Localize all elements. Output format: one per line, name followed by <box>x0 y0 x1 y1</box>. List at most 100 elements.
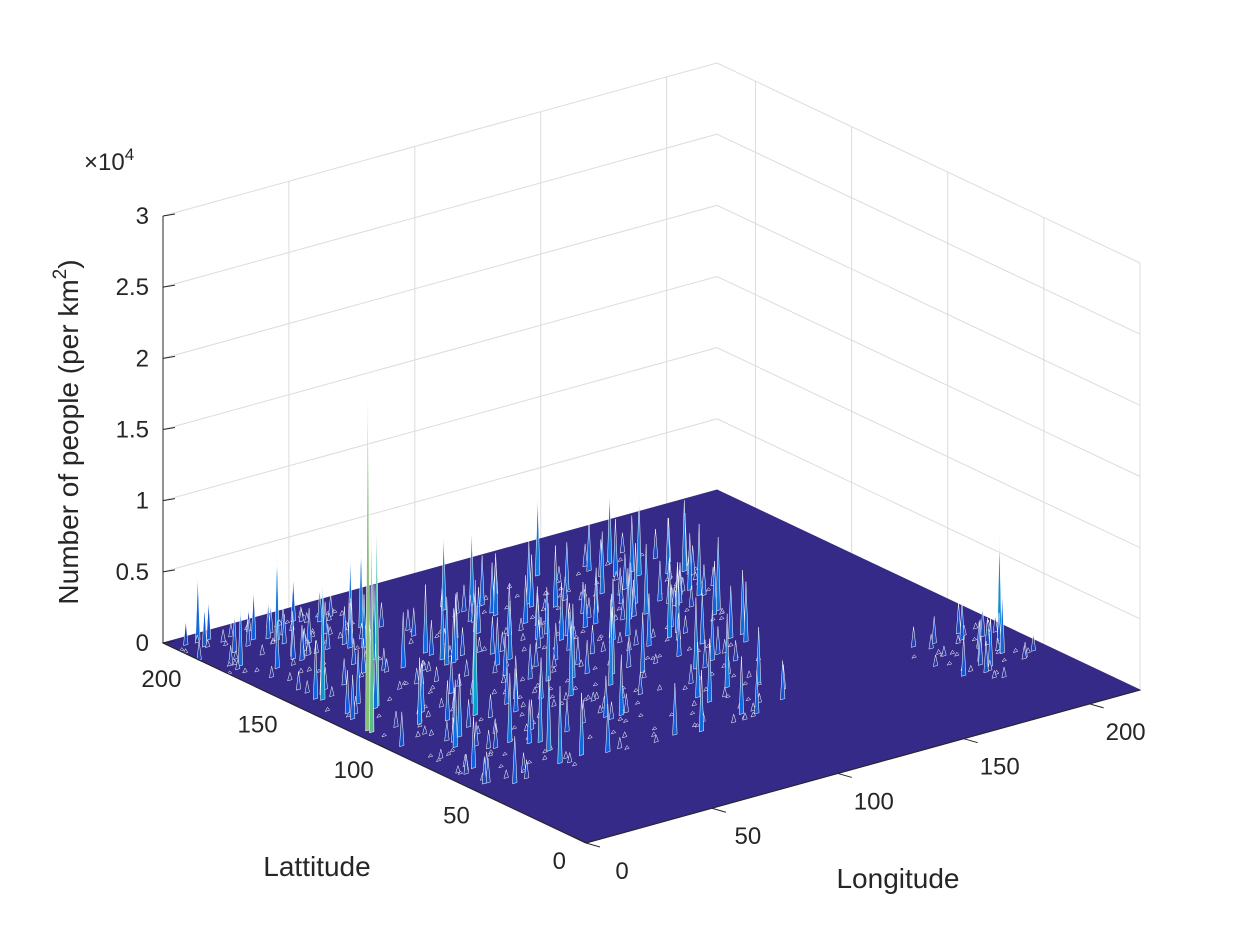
surface-spike <box>449 747 456 753</box>
surface-spike <box>643 544 649 615</box>
surface-spike <box>455 764 461 774</box>
surface-spike <box>711 561 718 616</box>
z-tick-mark-1 <box>162 569 176 573</box>
x-tick-label-1: 50 <box>735 823 762 850</box>
x-tick-label-3: 150 <box>980 754 1020 781</box>
y-tick-label-3: 150 <box>238 712 278 739</box>
surface-spike <box>931 616 937 645</box>
surface-spike <box>326 612 332 622</box>
surface-spike <box>551 698 557 707</box>
surface-spike <box>498 763 504 769</box>
surface-spike <box>427 689 434 695</box>
surface-spike <box>634 700 641 705</box>
surface-spike <box>690 545 696 576</box>
surface-spike <box>562 575 568 602</box>
surface-spike <box>434 633 440 639</box>
surface-spike <box>320 578 326 701</box>
surface-spike <box>529 614 536 620</box>
y-tick-label-0: 0 <box>553 848 566 875</box>
surface-spike <box>555 605 562 611</box>
surface-spike <box>535 495 541 577</box>
surface-spike <box>910 626 917 648</box>
surface-spike <box>381 647 387 671</box>
surface-spike <box>622 553 628 591</box>
surface-spike <box>961 635 967 677</box>
surface-spike <box>325 623 331 651</box>
surface-spike <box>617 737 623 750</box>
surface-spike <box>381 732 387 738</box>
y-tick-mark-1 <box>475 790 491 798</box>
surface-spike <box>651 726 658 731</box>
surface-spike <box>393 711 399 728</box>
surface-spike <box>428 620 434 656</box>
z-tick-label-5: 2.5 <box>116 274 149 301</box>
surface-spike <box>542 748 548 754</box>
x-tick-label-0: 0 <box>615 858 628 885</box>
surface-spike <box>535 619 542 649</box>
surface-spike <box>551 665 557 673</box>
surface-spike <box>742 681 749 686</box>
surface-spike <box>306 666 312 672</box>
z-grid-line-6 <box>162 62 1141 264</box>
surface-spike <box>493 722 499 749</box>
surface-spike <box>492 660 498 674</box>
surface-spike <box>722 687 728 698</box>
surface-spike <box>259 644 265 656</box>
surface-spike <box>682 684 688 691</box>
surface-spike <box>521 646 527 652</box>
surface-spike <box>955 602 962 635</box>
surface-spike <box>1001 666 1007 679</box>
surface-spike <box>955 634 961 645</box>
surface-spike <box>580 629 586 634</box>
surface-spike <box>668 712 675 717</box>
surface-spike <box>954 651 960 657</box>
surface-spike <box>520 701 526 708</box>
surface-spike <box>476 637 482 653</box>
surface-spike <box>553 622 559 661</box>
surface-spike <box>507 673 513 744</box>
surface-spike <box>384 658 390 673</box>
surface-spike <box>351 638 357 666</box>
surface-spike <box>644 655 651 660</box>
surface-spike <box>563 691 569 701</box>
surface-spike <box>345 713 352 718</box>
surface-spike <box>178 647 185 652</box>
surface-spike <box>616 606 622 611</box>
surface-spike <box>444 680 451 722</box>
surface-spike <box>681 500 687 573</box>
y-axis-label: Lattitude <box>263 851 370 882</box>
surface-spike <box>478 717 484 722</box>
surface-spike <box>523 575 529 624</box>
surface-spike <box>290 578 296 623</box>
surface-spike <box>617 631 623 644</box>
surface-spike <box>470 716 477 769</box>
surface-spike <box>629 515 635 573</box>
surface-spike <box>445 751 452 757</box>
surface-spike <box>281 614 287 645</box>
surface-spike <box>504 667 510 705</box>
surface-spike <box>703 686 709 692</box>
z-tick-mark-6 <box>162 213 176 217</box>
surface-spike <box>653 653 659 665</box>
surface-spike <box>972 622 979 630</box>
surface-spike <box>1021 646 1027 660</box>
surface-spike <box>520 768 527 774</box>
surface-spike <box>542 754 548 761</box>
surface-spike <box>715 626 721 656</box>
surface-spike <box>750 711 756 718</box>
surface-spike <box>405 609 411 632</box>
surface-spike <box>555 631 561 637</box>
surface-spike <box>995 638 1001 652</box>
surface-spike <box>724 613 730 689</box>
surface-spike <box>519 676 526 682</box>
surface-spike <box>728 585 734 640</box>
surface-spike <box>195 576 201 642</box>
surface-spike <box>650 627 656 639</box>
surface-spike <box>694 723 701 728</box>
surface-spike <box>558 582 565 641</box>
x-tick-mark-4 <box>1089 703 1104 709</box>
y-tick-label-4: 200 <box>141 666 181 693</box>
z-axis-label-main: Number of people (per km <box>53 279 84 604</box>
surface-spike <box>705 587 712 592</box>
